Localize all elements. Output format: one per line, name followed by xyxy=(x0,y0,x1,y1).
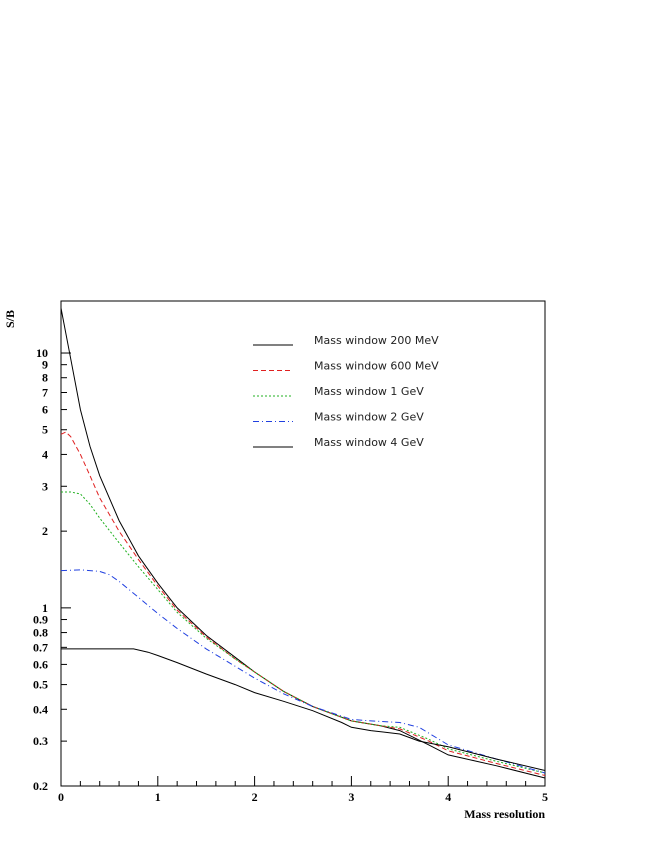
series-line-1 xyxy=(60,308,546,779)
y-tick-label: 10 xyxy=(36,346,48,360)
series-line-5 xyxy=(61,648,546,771)
series-line-3 xyxy=(61,491,546,774)
y-tick-label: 7 xyxy=(42,385,48,399)
y-tick-label: 0.4 xyxy=(33,702,48,716)
legend-label: Mass window 2 GeV xyxy=(314,411,424,424)
y-tick-label: 0.6 xyxy=(33,657,48,671)
x-tick-label: 1 xyxy=(155,790,161,804)
legend-label: Mass window 1 GeV xyxy=(314,385,424,398)
legend-label: Mass window 4 GeV xyxy=(314,436,424,449)
axis-ticks xyxy=(60,352,546,787)
legend-label: Mass window 200 MeV xyxy=(314,334,439,347)
y-tick-label: 0.7 xyxy=(33,640,48,654)
y-tick-label: 2 xyxy=(42,524,48,538)
legend-label: Mass window 600 MeV xyxy=(314,360,439,373)
x-axis-label: Mass resolution xyxy=(464,807,545,821)
series-line-2 xyxy=(60,431,546,776)
legend: Mass window 200 MeV Mass window 600 MeV Ma… xyxy=(253,334,439,449)
series-line-4 xyxy=(60,569,546,774)
y-tick-label: 0.8 xyxy=(33,626,48,640)
y-tick-label: 6 xyxy=(42,403,48,417)
x-tick-label: 2 xyxy=(252,790,258,804)
x-tick-label: 0 xyxy=(58,790,64,804)
y-tick-label: 0.2 xyxy=(33,779,48,793)
y-tick-label: 0.9 xyxy=(33,613,48,627)
x-tick-label: 4 xyxy=(445,790,451,804)
y-tick-label: 0.3 xyxy=(33,734,48,748)
y-tick-label: 3 xyxy=(42,479,48,493)
y-tick-label: 8 xyxy=(42,371,48,385)
y-tick-label: 1 xyxy=(42,601,48,615)
y-tick-label: 4 xyxy=(42,447,48,461)
y-tick-label: 5 xyxy=(42,423,48,437)
y-axis-label: S/B xyxy=(3,310,17,328)
y-tick-label: 9 xyxy=(42,358,48,372)
plot-frame xyxy=(60,300,546,787)
x-tick-labels: 0 1 2 3 4 5 xyxy=(58,790,548,804)
x-tick-label: 3 xyxy=(348,790,354,804)
x-tick-label: 5 xyxy=(542,790,548,804)
y-tick-label: 0.5 xyxy=(33,678,48,692)
series-group xyxy=(60,308,546,779)
